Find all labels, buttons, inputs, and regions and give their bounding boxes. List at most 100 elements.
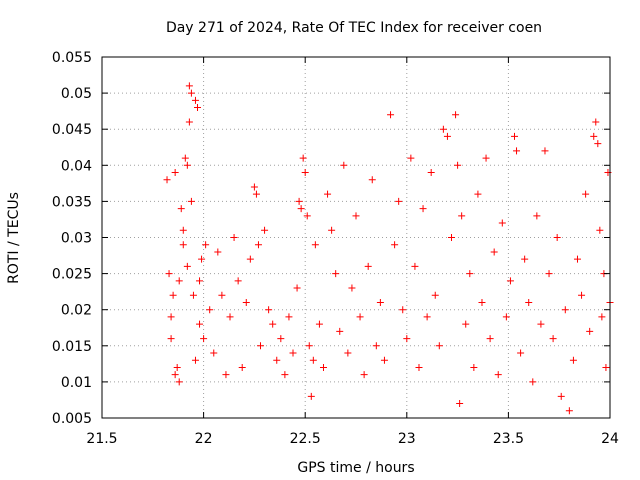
x-tick-label: 21.5 — [86, 431, 117, 447]
data-point — [319, 363, 327, 371]
data-point — [309, 356, 317, 364]
x-tick-label: 22.5 — [290, 431, 321, 447]
data-point — [557, 392, 565, 400]
data-point — [456, 400, 464, 408]
y-tick-label: 0.04 — [61, 158, 92, 174]
data-point — [502, 313, 510, 321]
x-tick-label: 23.5 — [493, 431, 524, 447]
y-tick-label: 0.015 — [52, 339, 92, 355]
data-point — [305, 342, 313, 350]
data-point — [411, 262, 419, 270]
data-point — [175, 277, 183, 285]
data-point — [435, 342, 443, 350]
data-point — [348, 284, 356, 292]
data-point — [177, 205, 185, 213]
data-point — [167, 335, 175, 343]
data-point — [179, 241, 187, 249]
data-point — [596, 226, 604, 234]
data-point — [332, 270, 340, 278]
data-point — [521, 255, 529, 263]
data-point — [277, 335, 285, 343]
data-point — [474, 190, 482, 198]
data-point — [586, 327, 594, 335]
data-point — [181, 154, 189, 162]
data-point — [452, 111, 460, 119]
data-point — [372, 342, 380, 350]
data-point — [448, 234, 456, 241]
data-point — [226, 313, 234, 321]
x-tick-label: 24 — [601, 431, 619, 447]
data-point — [285, 313, 293, 321]
data-point — [443, 132, 451, 140]
data-point — [364, 262, 372, 270]
data-point — [179, 226, 187, 234]
data-point — [590, 132, 598, 140]
data-point — [252, 190, 260, 198]
data-point — [482, 154, 490, 162]
data-point — [299, 154, 307, 162]
data-point — [254, 241, 262, 249]
data-point — [187, 197, 195, 205]
data-point — [537, 320, 545, 328]
data-point — [191, 356, 199, 364]
data-point — [573, 255, 581, 263]
data-point — [218, 291, 226, 299]
data-point — [336, 327, 344, 335]
data-point — [462, 320, 470, 328]
data-point — [427, 169, 435, 177]
y-tick-label: 0.01 — [61, 375, 92, 391]
data-point — [183, 262, 191, 270]
data-point — [594, 140, 602, 148]
data-point — [256, 342, 264, 350]
data-point — [167, 313, 175, 321]
data-point — [399, 306, 407, 314]
data-point — [466, 270, 474, 278]
x-tick-label: 22 — [195, 431, 213, 447]
data-point — [246, 255, 254, 263]
data-point — [486, 335, 494, 343]
data-point — [454, 161, 462, 169]
data-point — [185, 118, 193, 126]
data-point — [165, 270, 173, 278]
data-point — [194, 104, 202, 112]
data-point — [311, 241, 319, 249]
data-point — [289, 349, 297, 357]
y-axis-label: ROTI / TECUs — [6, 192, 22, 284]
data-point — [307, 392, 315, 400]
data-point — [513, 147, 521, 155]
y-tick-label: 0.05 — [61, 86, 92, 102]
data-point — [238, 363, 246, 371]
data-point — [189, 291, 197, 299]
data-point — [517, 349, 525, 357]
data-point — [529, 378, 537, 386]
data-point — [602, 363, 610, 371]
data-point — [598, 313, 606, 321]
data-point — [395, 197, 403, 205]
data-point — [569, 356, 577, 364]
data-point — [315, 320, 323, 328]
y-tick-label: 0.045 — [52, 122, 92, 138]
data-point — [553, 234, 561, 241]
data-point — [498, 219, 506, 227]
data-point — [541, 147, 549, 155]
data-point — [297, 205, 305, 213]
axis-ticks: 0.005 0.01 0.015 0.02 0.025 0.03 0.035 0.04 0.04… — [52, 50, 619, 447]
y-tick-label: 0.03 — [61, 231, 92, 247]
data-point — [490, 248, 498, 256]
data-point — [171, 169, 179, 177]
data-point — [265, 306, 273, 314]
data-point — [324, 190, 332, 198]
data-point — [301, 169, 309, 177]
data-point — [380, 356, 388, 364]
y-tick-label: 0.02 — [61, 303, 92, 319]
data-point — [578, 291, 586, 299]
data-point — [328, 226, 336, 234]
data-point — [196, 320, 204, 328]
data-point — [582, 190, 590, 198]
data-point — [403, 335, 411, 343]
data-points — [163, 82, 614, 415]
data-point — [423, 313, 431, 321]
data-point — [210, 349, 218, 357]
data-point — [510, 132, 518, 140]
